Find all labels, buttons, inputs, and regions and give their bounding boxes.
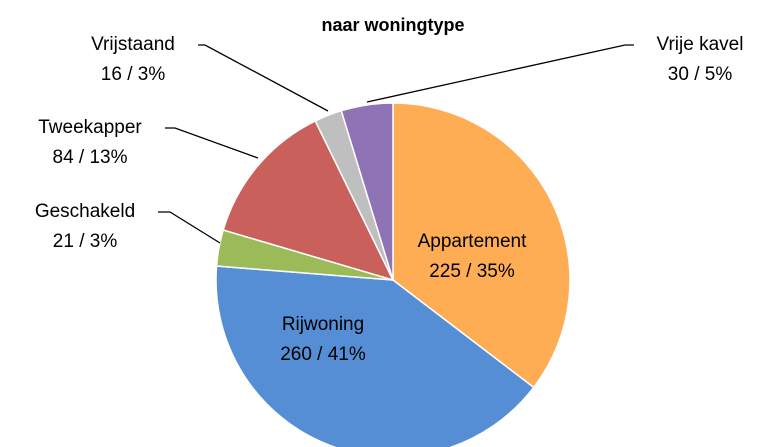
leader-line — [366, 44, 634, 103]
slice-label: Vrijstaand — [91, 34, 175, 55]
pie-slice — [340, 102, 394, 281]
slice-value-label: 30 / 5% — [668, 64, 733, 85]
leader-line — [198, 44, 329, 112]
leader-line — [165, 127, 259, 159]
leader-line — [158, 211, 221, 244]
slice-value-label: 84 / 13% — [53, 147, 128, 168]
slice-value-label: 16 / 3% — [101, 64, 166, 85]
slice-label: Vrije kavel — [657, 34, 744, 55]
pie-slice — [215, 265, 535, 447]
slice-label: Rijwoning — [282, 314, 364, 335]
slice-label: Tweekapper — [38, 117, 142, 138]
pie-slice — [392, 102, 571, 389]
slice-value-label: 225 / 35% — [429, 261, 515, 282]
slice-value-label: 21 / 3% — [53, 231, 118, 252]
chart-title: naar woningtype — [321, 15, 464, 35]
pie-slice — [222, 119, 395, 282]
slice-label: Geschakeld — [35, 201, 135, 222]
slice-label: Appartement — [418, 231, 528, 252]
slice-value-label: 260 / 41% — [280, 344, 366, 365]
